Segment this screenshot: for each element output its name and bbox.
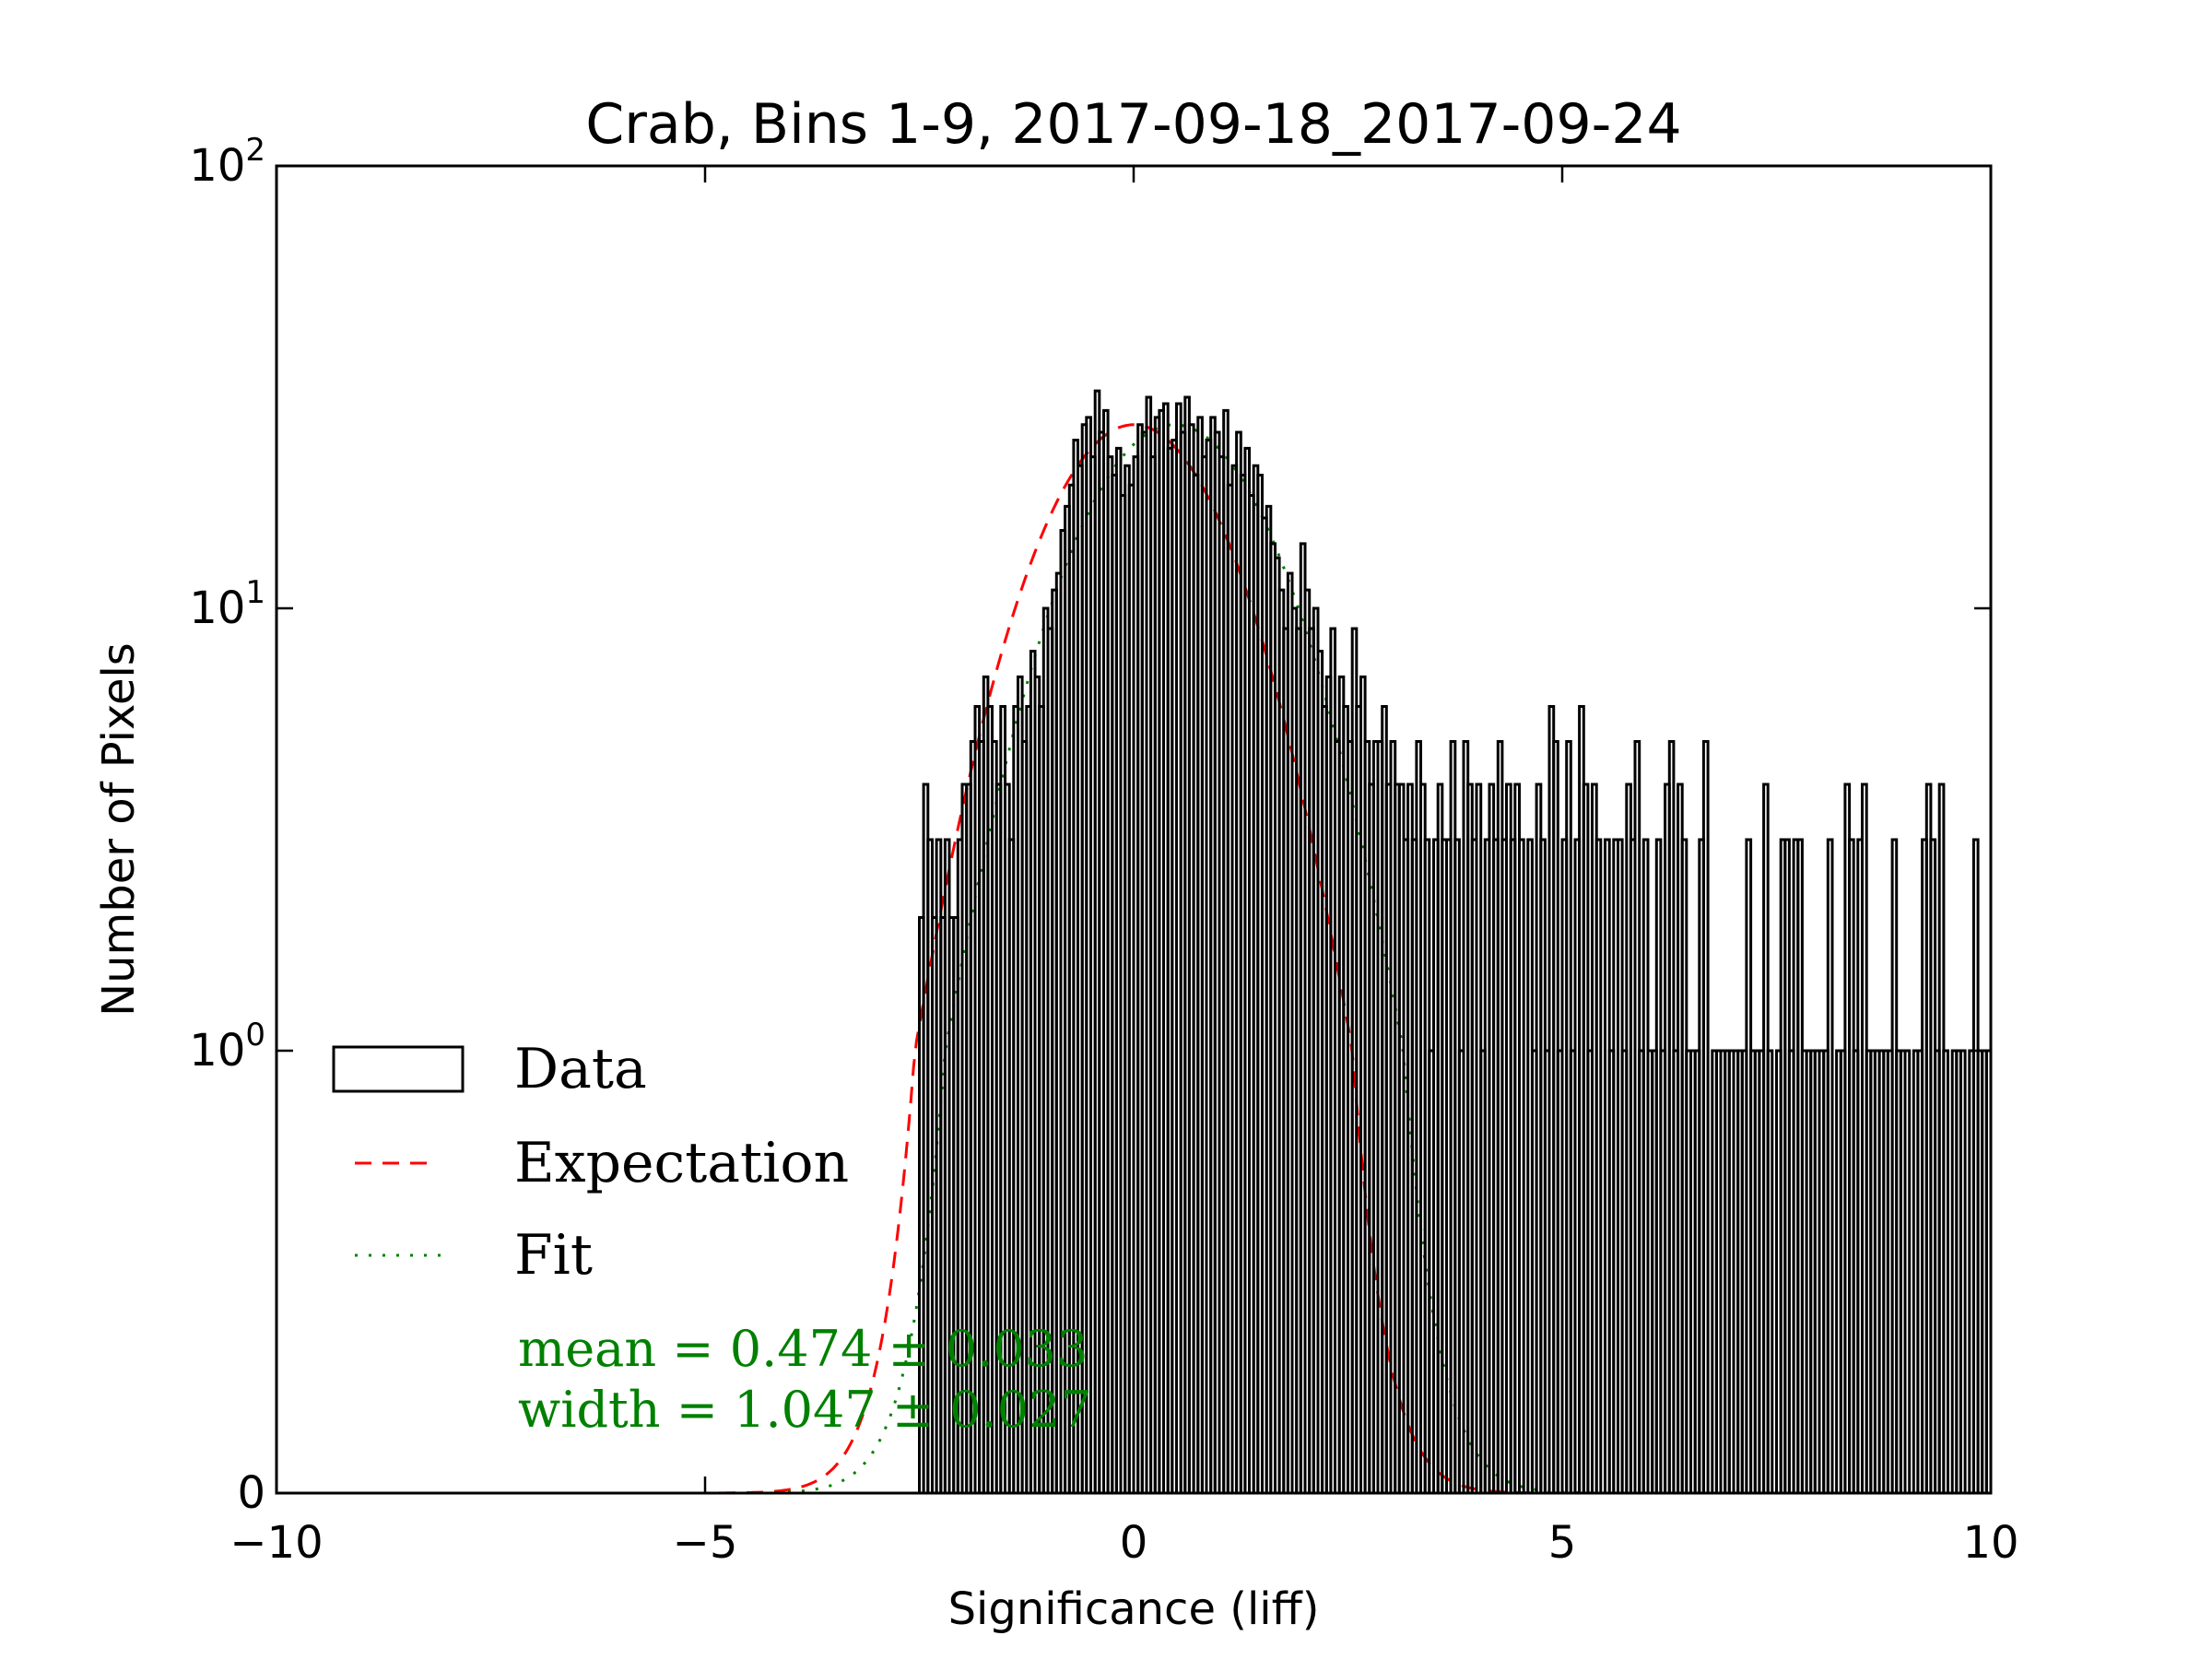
x-tick-label: −10 [229,1517,323,1569]
legend-data-swatch [332,1045,465,1093]
y-tick-label: 101 [189,574,265,634]
y-tick-label: 100 [189,1017,265,1077]
legend-fit-label: Fit [514,1223,593,1288]
chart-title: Crab, Bins 1-9, 2017-09-18_2017-09-24 [585,92,1681,157]
x-tick-label: 0 [1120,1517,1148,1569]
fit-curve [276,423,1991,1495]
histogram-bin [1518,838,1525,1493]
x-axis-label: Significance (liff) [948,1583,1320,1635]
y-tick-label: 0 [237,1467,265,1519]
legend: Data Expectation Fit [332,1037,849,1288]
axes-frame [275,164,1993,1495]
fit-width-annotation: width = 1.047 ± 0.027 [518,1381,1092,1439]
y-tick-label: 102 [189,132,265,192]
x-tick-label: 10 [1962,1517,2018,1569]
histogram-bin [1959,1049,1967,1493]
y-axis-label: Number of Pixels [93,642,145,1017]
histogram-bin [1903,1049,1912,1493]
histogram-bin [1766,1049,1774,1493]
legend-data-label: Data [514,1037,647,1101]
fit-mean-annotation: mean = 0.474 ± 0.033 [518,1320,1088,1378]
histogram-bin [1942,1049,1949,1493]
histogram-bin [1594,838,1603,1493]
legend-expectation-label: Expectation [514,1131,849,1195]
x-tick-label: −5 [673,1517,738,1569]
histogram-bin [1701,740,1710,1493]
histogram-bin [1826,838,1834,1493]
x-tick-label: 5 [1548,1517,1577,1569]
data-histogram-layer [918,389,1993,1495]
